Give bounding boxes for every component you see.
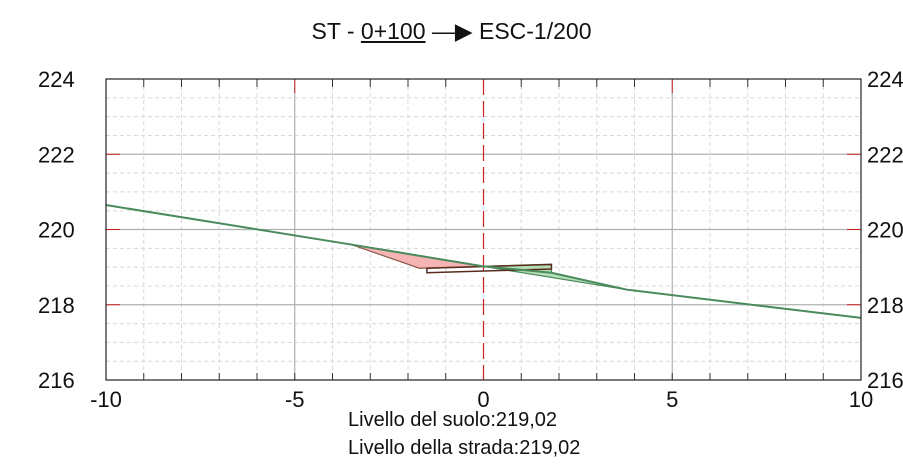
scale-label: ESC-1/200 — [478, 18, 592, 44]
y-tick-label: 220 — [38, 218, 75, 243]
title-arrow: —▶ — [425, 18, 479, 44]
right-y-tick-label: 216 — [867, 368, 903, 393]
x-tick-label: 5 — [666, 387, 678, 412]
title-prefix: ST - — [311, 18, 361, 44]
y-tick-label: 222 — [38, 142, 75, 167]
y-tick-label: 216 — [38, 368, 75, 393]
station-label: 0+100 — [360, 18, 426, 44]
x-tick-label: 10 — [849, 387, 873, 412]
right-y-tick-label: 222 — [867, 142, 903, 167]
plot-border — [105, 78, 862, 381]
y-tick-label: 224 — [38, 67, 75, 92]
right-y-tick-label: 220 — [867, 218, 903, 243]
x-tick-label: -5 — [285, 387, 305, 412]
y-tick-label: 218 — [38, 293, 75, 318]
right-y-tick-label: 218 — [867, 293, 903, 318]
road-level-label: Livello della strada:219,02 — [348, 437, 581, 459]
chart-title: ST - 0+100 —▶ ESC-1/200 — [0, 18, 903, 50]
terrain-line — [105, 204, 862, 319]
x-tick-label: 0 — [477, 387, 489, 412]
x-tick-label: -10 — [90, 387, 122, 412]
right-y-tick-label: 224 — [867, 67, 903, 92]
road-platform — [426, 263, 553, 274]
ground-level-label: Livello del suolo:219,02 — [348, 409, 558, 431]
